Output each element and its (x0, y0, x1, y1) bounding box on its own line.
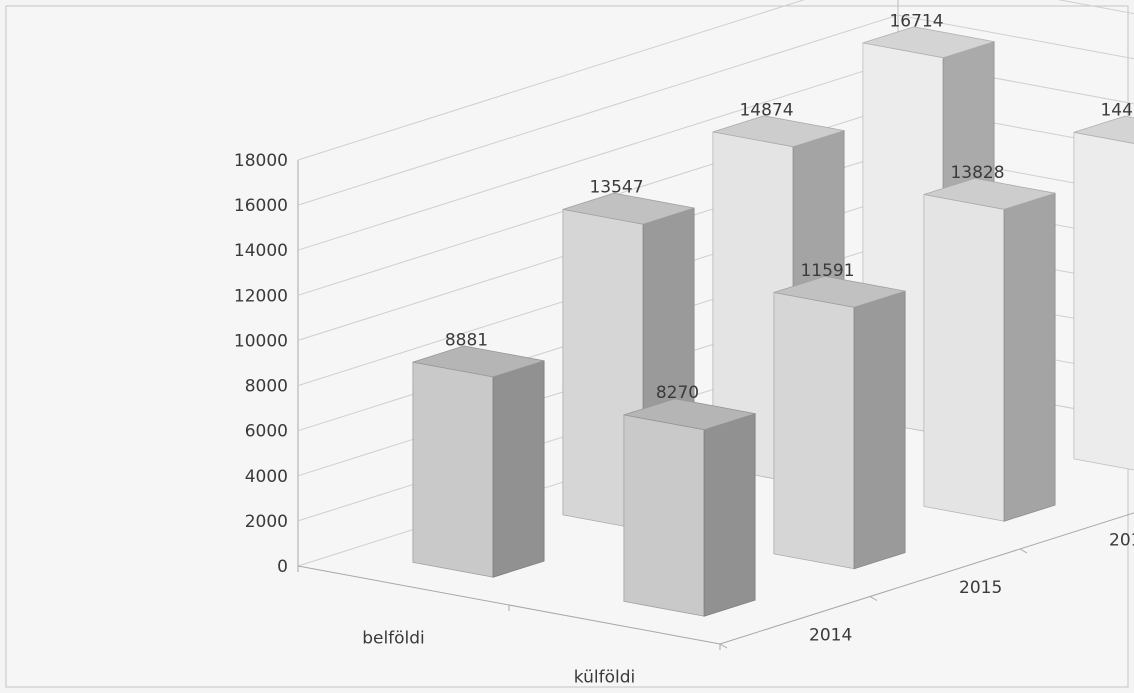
bar-side-face (853, 290, 906, 570)
bar-front-face (773, 292, 855, 570)
y-tick-label: 8000 (245, 377, 288, 397)
depth-tick-mark (869, 596, 878, 601)
bar-2017-1 (1073, 115, 1134, 471)
y-tick-label: 10000 (234, 331, 288, 351)
y-tick-label: 12000 (234, 286, 288, 306)
data-label: 13828 (950, 163, 1004, 183)
bar-top-face (1073, 115, 1134, 144)
depth-tick-mark (719, 643, 728, 649)
y-tick-label: 4000 (245, 467, 288, 487)
bar-top-face (562, 192, 695, 225)
y-tick-label: 18000 (234, 151, 288, 171)
bar-top-face (712, 115, 845, 148)
bar-top-face (862, 26, 995, 59)
gridline (297, 0, 1134, 161)
x-tick-label: belföldi (362, 629, 425, 649)
bar-front-face (1073, 131, 1134, 471)
bar-top-face (773, 275, 906, 308)
data-label: 11591 (800, 261, 854, 281)
depth-tick-label: 2014 (809, 625, 852, 645)
bar-top-face (412, 345, 545, 378)
data-label: 8881 (445, 330, 488, 350)
bar-front-face (623, 414, 705, 617)
data-label: 14479 (1100, 101, 1134, 121)
bar-side-face (492, 360, 545, 578)
bar-2014-1 (623, 398, 756, 617)
depth-tick-label: 2016 (1109, 530, 1134, 550)
bar-2016-1 (923, 177, 1056, 522)
bar-2015-1 (773, 275, 906, 570)
y-tick-label: 6000 (245, 422, 288, 442)
bar-top-face (923, 177, 1056, 210)
data-label: 14874 (739, 100, 793, 120)
x-tick-label: külföldi (574, 668, 635, 688)
bar-side-face (703, 413, 756, 617)
data-label: 8270 (656, 383, 699, 403)
data-label: 16714 (889, 11, 943, 31)
y-tick-label: 14000 (234, 241, 288, 261)
data-label: 13547 (589, 178, 643, 198)
gridline (297, 14, 1134, 206)
y-tick-label: 0 (277, 557, 288, 577)
bar-front-face (412, 361, 494, 578)
bar-2014-0 (412, 345, 545, 578)
bar-side-face (1003, 192, 1056, 522)
bar-front-face (923, 194, 1005, 522)
depth-tick-label: 2015 (959, 578, 1002, 598)
depth-tick-mark (1019, 548, 1028, 554)
bar-top-face (623, 398, 756, 431)
y-tick-label: 2000 (245, 512, 288, 532)
y-tick-label: 16000 (234, 196, 288, 216)
